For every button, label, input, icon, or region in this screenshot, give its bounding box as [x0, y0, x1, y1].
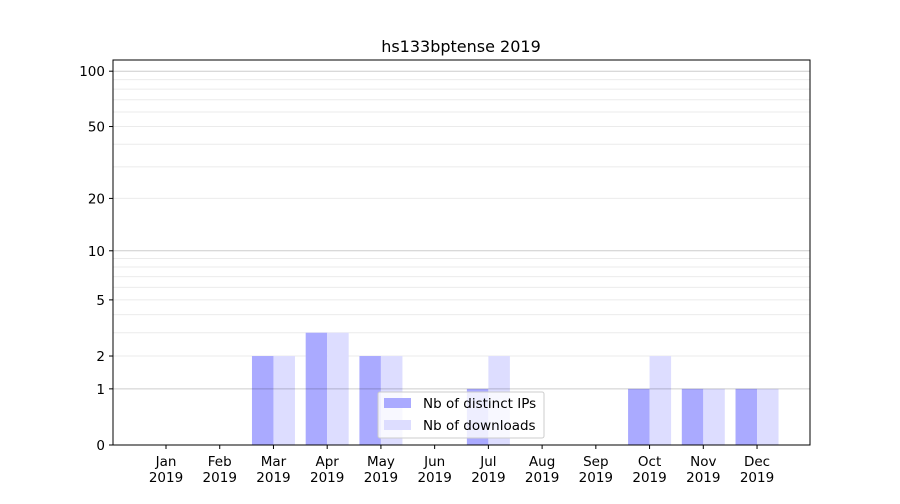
bar-downloads — [649, 356, 672, 445]
x-tick-label: Dec — [744, 454, 770, 470]
x-tick-label: 2019 — [632, 470, 666, 486]
bar-ips — [305, 332, 328, 445]
x-tick-label: 2019 — [579, 470, 613, 486]
bar-downloads — [757, 388, 779, 445]
y-tick-label: 5 — [96, 293, 105, 309]
bar-ips — [251, 356, 274, 445]
plot-frame — [112, 59, 811, 446]
x-tick-label: Jan — [155, 454, 177, 470]
grid-overlay — [113, 70, 810, 390]
x-tick-label: Nov — [690, 454, 716, 470]
x-tick-label: Jul — [479, 454, 496, 470]
bar-downloads — [273, 356, 295, 445]
x-tick-label: Mar — [261, 454, 287, 470]
y-tick-label: 0 — [96, 438, 105, 454]
y-tick-label: 100 — [79, 64, 105, 80]
y-tick-label: 20 — [88, 191, 105, 207]
x-tick-label: Oct — [638, 454, 661, 470]
bar-ips — [735, 388, 758, 445]
x-tick-label: 2019 — [471, 470, 505, 486]
x-tick-label: Sep — [583, 454, 608, 470]
y-tick-label: 2 — [96, 349, 105, 365]
y-axis: 0 1 2 5 10 20 50 100 — [79, 64, 113, 454]
x-axis: Jan2019Feb2019Mar2019Apr2019May2019Jun20… — [149, 445, 774, 486]
legend-label-ips: Nb of distinct IPs — [423, 396, 536, 412]
bar-downloads — [327, 332, 349, 445]
bar-downloads — [703, 388, 725, 445]
y-tick-label: 50 — [88, 120, 105, 136]
legend-swatch-ips — [384, 398, 411, 408]
bar-ips — [359, 356, 381, 445]
x-tick-label: 2019 — [256, 470, 290, 486]
x-tick-label: 2019 — [740, 470, 774, 486]
legend-swatch-downloads — [384, 420, 411, 430]
grid — [113, 79, 810, 357]
legend: Nb of distinct IPs Nb of downloads — [377, 391, 545, 439]
x-tick-label: Aug — [529, 454, 555, 470]
x-tick-label: 2019 — [417, 470, 451, 486]
chart-title: hs133bptense 2019 — [381, 37, 541, 56]
bar-ips — [681, 388, 704, 445]
x-tick-label: 2019 — [525, 470, 559, 486]
x-tick-label: Jun — [423, 454, 445, 470]
x-tick-label: 2019 — [203, 470, 237, 486]
x-tick-label: Feb — [208, 454, 232, 470]
x-tick-label: Apr — [316, 454, 340, 470]
x-tick-label: 2019 — [310, 470, 344, 486]
x-tick-label: 2019 — [149, 470, 183, 486]
x-tick-label: 2019 — [686, 470, 720, 486]
legend-label-downloads: Nb of downloads — [423, 418, 536, 434]
legend-box — [377, 391, 545, 439]
y-tick-label: 10 — [88, 244, 105, 260]
x-tick-label: May — [367, 454, 395, 470]
bar-ips — [628, 388, 650, 445]
x-tick-label: 2019 — [364, 470, 398, 486]
y-tick-label: 1 — [96, 382, 105, 398]
